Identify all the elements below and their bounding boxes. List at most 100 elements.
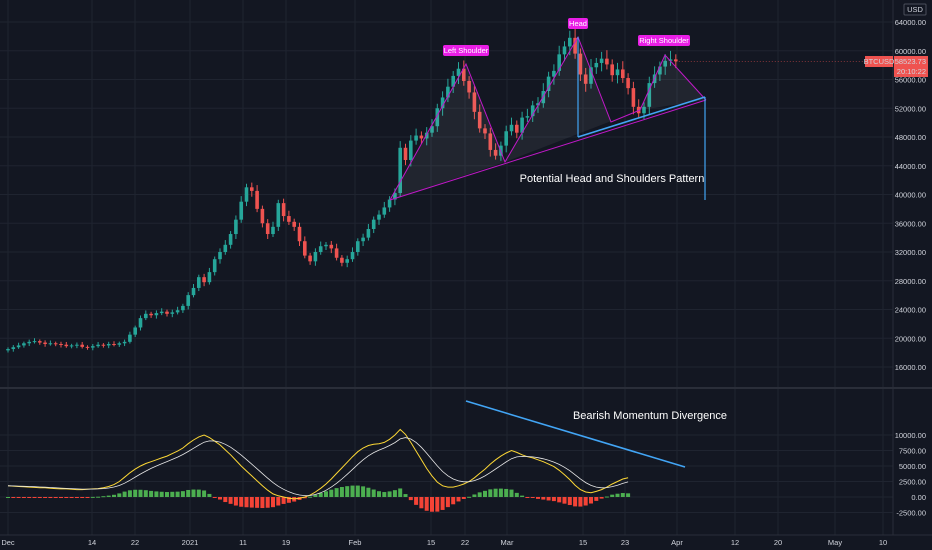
candle[interactable] bbox=[324, 244, 328, 247]
candle[interactable] bbox=[345, 259, 349, 263]
candle[interactable] bbox=[59, 344, 63, 345]
candle[interactable] bbox=[255, 190, 259, 209]
candle[interactable] bbox=[430, 126, 434, 133]
candle[interactable] bbox=[32, 341, 37, 343]
candle[interactable] bbox=[626, 78, 630, 89]
candle[interactable] bbox=[244, 187, 249, 202]
candle[interactable] bbox=[488, 133, 493, 150]
candle[interactable] bbox=[144, 313, 148, 319]
candle[interactable] bbox=[557, 54, 561, 71]
candle[interactable] bbox=[398, 147, 402, 194]
candle[interactable] bbox=[106, 344, 111, 346]
candle[interactable] bbox=[159, 311, 164, 314]
candle[interactable] bbox=[668, 59, 673, 61]
candle[interactable] bbox=[329, 244, 334, 249]
candle[interactable] bbox=[631, 88, 636, 107]
candle[interactable] bbox=[467, 80, 471, 93]
candle[interactable] bbox=[11, 347, 16, 350]
candle[interactable] bbox=[578, 53, 583, 75]
candle[interactable] bbox=[265, 223, 270, 235]
candle[interactable] bbox=[91, 346, 95, 348]
candle[interactable] bbox=[594, 62, 599, 68]
candle[interactable] bbox=[647, 83, 652, 107]
hs-base-line[interactable] bbox=[389, 99, 707, 201]
candle[interactable] bbox=[350, 252, 355, 260]
candle[interactable] bbox=[546, 76, 551, 91]
candle[interactable] bbox=[117, 343, 122, 345]
candle[interactable] bbox=[297, 226, 302, 242]
candle[interactable] bbox=[75, 344, 79, 346]
candle[interactable] bbox=[138, 318, 143, 328]
candle[interactable] bbox=[403, 147, 408, 160]
candle[interactable] bbox=[22, 343, 26, 346]
candle[interactable] bbox=[361, 237, 365, 242]
candle[interactable] bbox=[371, 219, 376, 229]
candle[interactable] bbox=[530, 105, 535, 117]
candle[interactable] bbox=[477, 111, 482, 129]
candle[interactable] bbox=[605, 58, 609, 65]
candle[interactable] bbox=[663, 60, 667, 67]
candle[interactable] bbox=[38, 341, 42, 343]
candle[interactable] bbox=[615, 69, 620, 76]
candle[interactable] bbox=[393, 193, 397, 200]
candle[interactable] bbox=[223, 244, 228, 252]
candle[interactable] bbox=[218, 252, 222, 260]
candle[interactable] bbox=[234, 219, 238, 235]
candle[interactable] bbox=[212, 259, 217, 273]
candle[interactable] bbox=[456, 68, 461, 76]
candle[interactable] bbox=[64, 344, 69, 347]
currency-badge[interactable] bbox=[903, 3, 927, 16]
candle[interactable] bbox=[642, 106, 646, 114]
candle[interactable] bbox=[48, 343, 53, 345]
candle[interactable] bbox=[197, 277, 201, 288]
candle[interactable] bbox=[207, 272, 212, 283]
candle[interactable] bbox=[382, 207, 387, 215]
candle[interactable] bbox=[69, 345, 74, 347]
candle[interactable] bbox=[149, 313, 153, 316]
candle[interactable] bbox=[525, 116, 530, 118]
candle[interactable] bbox=[573, 37, 577, 54]
candle[interactable] bbox=[483, 128, 487, 134]
candle[interactable] bbox=[435, 108, 440, 127]
candle[interactable] bbox=[621, 69, 625, 79]
candle[interactable] bbox=[599, 58, 604, 63]
candle[interactable] bbox=[366, 229, 371, 238]
candle[interactable] bbox=[568, 37, 572, 47]
candle[interactable] bbox=[128, 334, 132, 342]
candle[interactable] bbox=[472, 92, 477, 112]
candle[interactable] bbox=[658, 66, 662, 75]
candle[interactable] bbox=[101, 344, 106, 346]
candle[interactable] bbox=[313, 252, 318, 262]
candle[interactable] bbox=[419, 135, 424, 139]
candle[interactable] bbox=[175, 310, 180, 313]
candle[interactable] bbox=[424, 132, 429, 139]
candle[interactable] bbox=[170, 312, 175, 314]
candle[interactable] bbox=[80, 344, 84, 347]
candle[interactable] bbox=[493, 149, 498, 156]
candle[interactable] bbox=[509, 124, 514, 132]
candle[interactable] bbox=[239, 201, 243, 220]
hs-pattern-line[interactable] bbox=[389, 35, 707, 201]
candle[interactable] bbox=[308, 255, 312, 262]
candle[interactable] bbox=[440, 97, 445, 109]
candle[interactable] bbox=[562, 46, 567, 55]
candle[interactable] bbox=[340, 257, 344, 263]
candle[interactable] bbox=[53, 343, 58, 345]
candle[interactable] bbox=[462, 68, 466, 81]
candle[interactable] bbox=[409, 140, 413, 160]
candle[interactable] bbox=[260, 208, 265, 224]
candle[interactable] bbox=[451, 75, 455, 87]
candle[interactable] bbox=[27, 341, 31, 344]
candle[interactable] bbox=[515, 124, 519, 133]
candle[interactable] bbox=[387, 199, 392, 208]
candle[interactable] bbox=[85, 346, 90, 348]
candle[interactable] bbox=[43, 342, 47, 344]
candle[interactable] bbox=[122, 341, 127, 344]
candle[interactable] bbox=[250, 187, 254, 191]
candle[interactable] bbox=[674, 59, 678, 62]
candle[interactable] bbox=[228, 234, 233, 245]
candle[interactable] bbox=[318, 246, 323, 252]
candle[interactable] bbox=[303, 241, 307, 256]
candle[interactable] bbox=[520, 117, 524, 133]
